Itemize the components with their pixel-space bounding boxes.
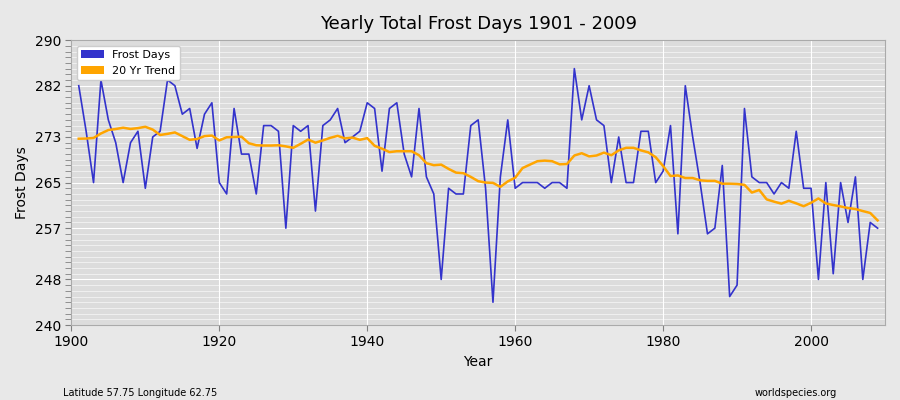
Frost Days <box>339 140 350 145</box>
20 Yr Trend <box>509 175 520 180</box>
Title: Yearly Total Frost Days 1901 - 2009: Yearly Total Frost Days 1901 - 2009 <box>320 15 636 33</box>
20 Yr Trend <box>132 126 143 130</box>
Frost Days <box>295 129 306 134</box>
Frost Days <box>488 300 499 305</box>
Y-axis label: Frost Days: Frost Days <box>15 146 29 219</box>
Frost Days <box>613 134 624 139</box>
20 Yr Trend <box>347 135 358 140</box>
Frost Days <box>872 226 883 230</box>
20 Yr Trend <box>518 166 528 170</box>
Frost Days <box>73 83 84 88</box>
Frost Days <box>569 66 580 71</box>
Frost Days <box>509 186 520 191</box>
X-axis label: Year: Year <box>464 355 493 369</box>
20 Yr Trend <box>302 137 313 142</box>
Line: Frost Days: Frost Days <box>78 69 878 302</box>
Text: worldspecies.org: worldspecies.org <box>755 388 837 398</box>
Text: Latitude 57.75 Longitude 62.75: Latitude 57.75 Longitude 62.75 <box>63 388 217 398</box>
20 Yr Trend <box>73 136 84 141</box>
Frost Days <box>132 129 143 134</box>
20 Yr Trend <box>140 124 150 129</box>
Frost Days <box>518 180 528 185</box>
Line: 20 Yr Trend: 20 Yr Trend <box>78 127 878 220</box>
20 Yr Trend <box>606 153 616 158</box>
20 Yr Trend <box>872 218 883 223</box>
Legend: Frost Days, 20 Yr Trend: Frost Days, 20 Yr Trend <box>76 46 180 80</box>
